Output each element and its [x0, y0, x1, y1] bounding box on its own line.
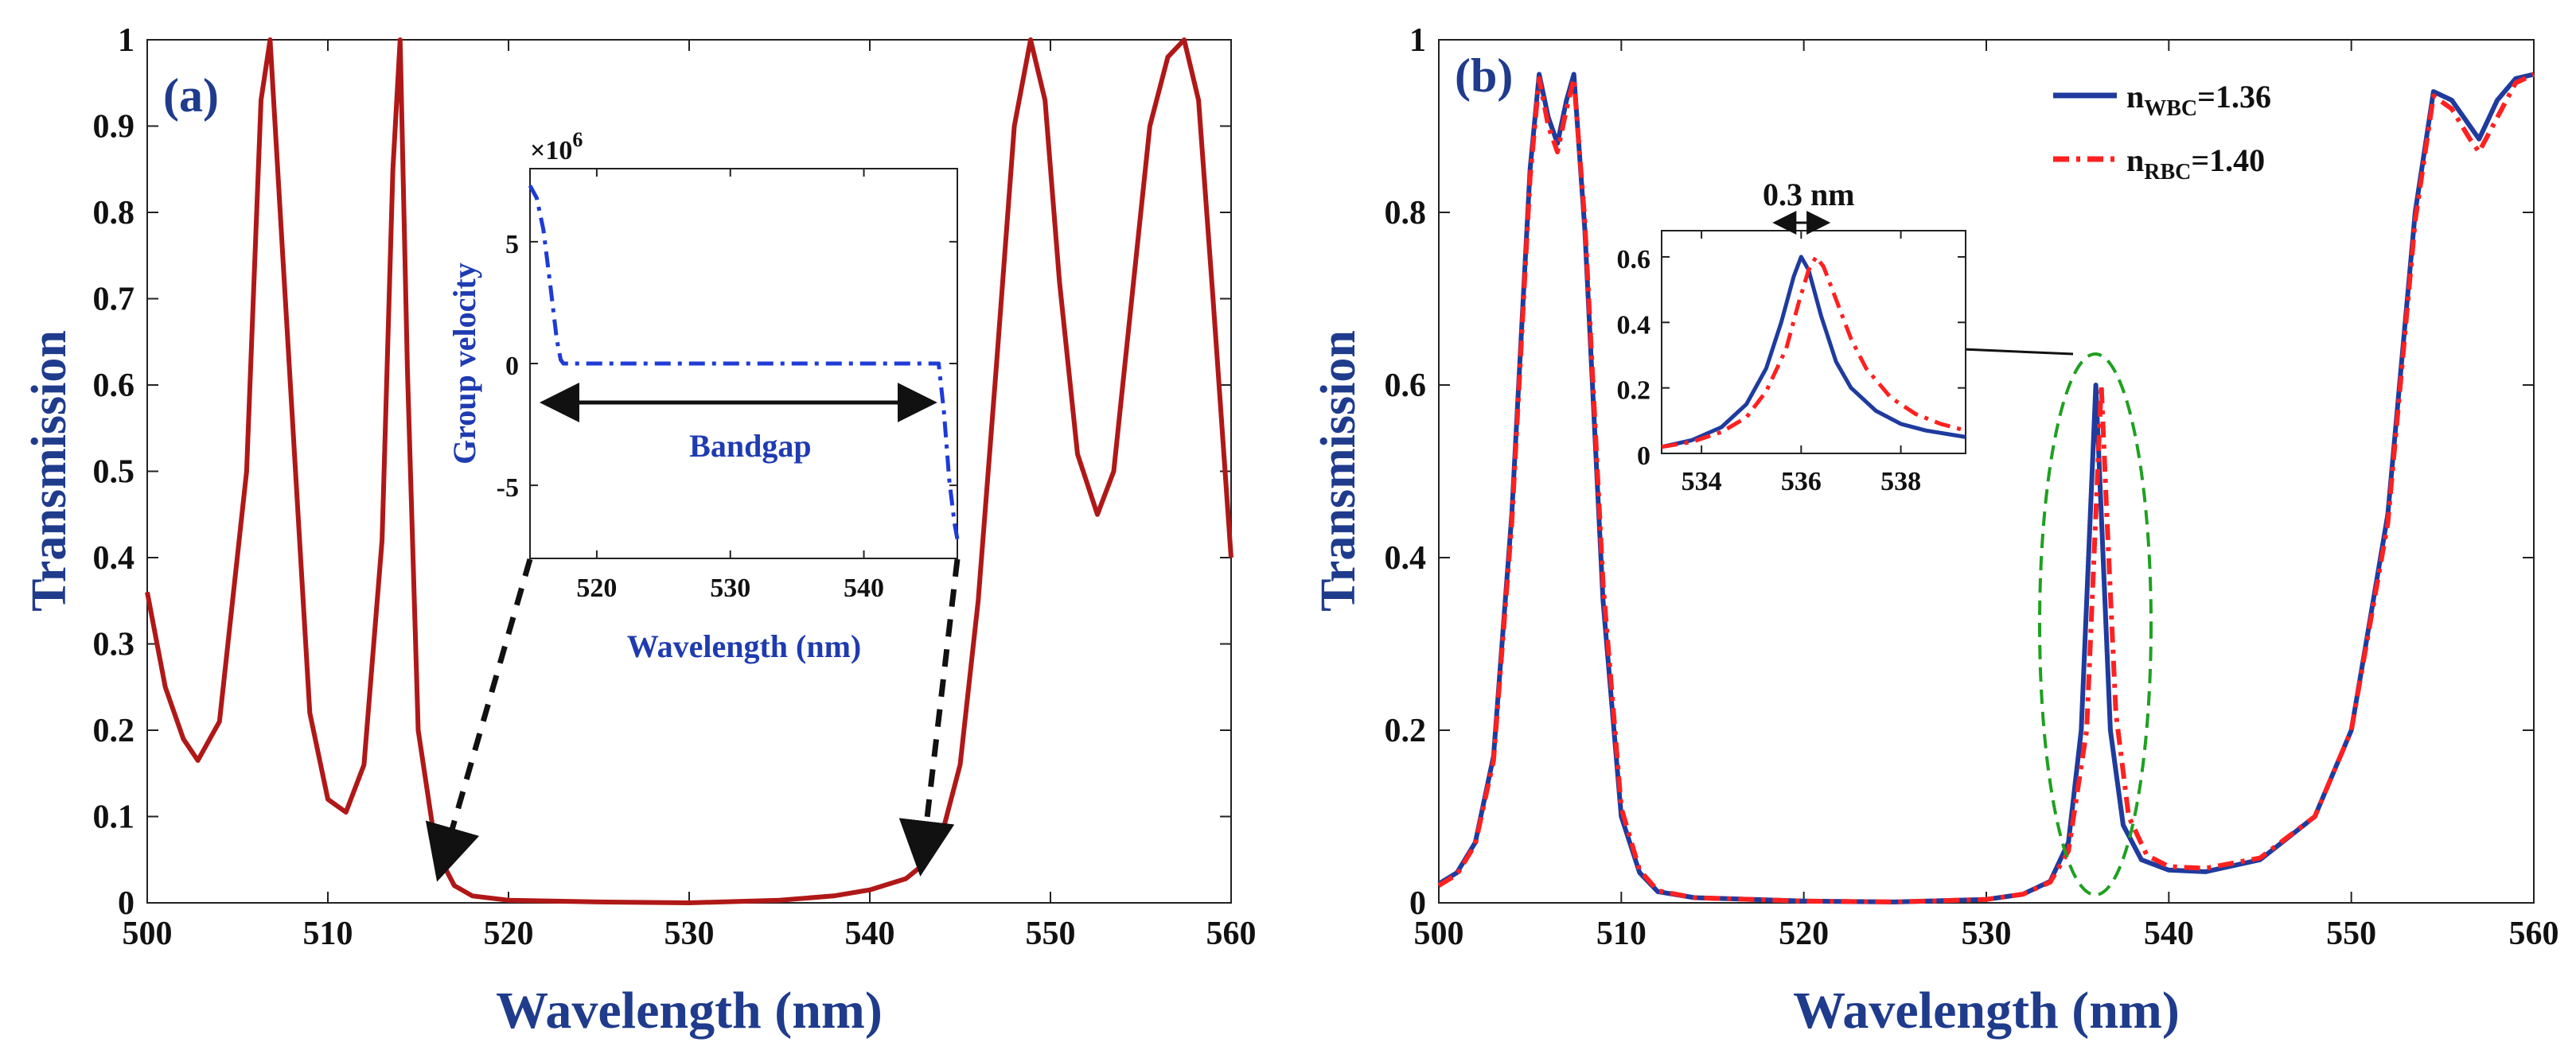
panel-a-inset-y-tick-label: -5 [497, 473, 519, 503]
panel-a-inset-y-tick-label: 5 [505, 230, 519, 259]
panel-b-inset-series-line [1661, 255, 1966, 449]
panel-a-y-tick-label: 0.8 [93, 195, 135, 231]
panel-a-y-tick-label: 0 [118, 885, 134, 922]
panel-a-inset-y-axis-label: Group velocity [446, 262, 482, 465]
panel-a-y-tick-label: 0.9 [93, 109, 135, 146]
panel-a-inset: 520 530 540 5 0 -5 ×106 Group velocity Wavele… [446, 128, 960, 664]
panel-b-x-tick-label: 540 [2144, 916, 2194, 952]
panel-b-label: (b) [1455, 49, 1513, 102]
panel-b-y-tick-label: 1 [1409, 22, 1426, 59]
panel-a-y-axis: 0 0.1 0.2 0.3 0.4 0.5 0.6 0.7 0.8 0.9 1 [93, 22, 1231, 922]
panel-a-y-tick-label: 0.2 [93, 713, 135, 749]
panel-b-inset-annotation: 0.3 nm [1763, 177, 1855, 212]
panel-b-inset-y-tick-label: 0.2 [1617, 376, 1651, 406]
panel-a-y-axis-label: Transmission [22, 330, 76, 612]
panel-b-x-axis: 500 510 520 530 540 550 560 [1414, 40, 2559, 952]
panel-a-pointer-arrow-right [898, 558, 961, 877]
panel-a-inset-x-tick-label: 530 [710, 574, 750, 603]
panel-a: 00.10.20.30.40.50.60.70.80.91 500 510 520 5… [22, 22, 1257, 1040]
panel-a-inset-exponent: ×106 [530, 128, 583, 165]
panel-a-series-group [145, 37, 1233, 905]
panel-a-y-tick-label: 0.7 [93, 282, 135, 318]
panel-b-x-tick-label: 510 [1596, 916, 1647, 952]
panel-b-x-tick-label: 500 [1414, 916, 1464, 952]
panel-a-y-tick-label: 1 [118, 22, 134, 59]
panel-b-inset-axes: 534 536 538 0 0.2 0.4 0.6 [1617, 231, 1966, 496]
panel-a-x-tick-label: 530 [664, 916, 715, 952]
panel-a-inset-axes: 520 530 540 5 0 -5 [497, 169, 957, 603]
panel-b: 0 0.2 0.4 0.6 0.8 1 500 510 520 530 540 550 560 (b)… [1311, 22, 2559, 1040]
panel-b-inset-x-tick-label: 536 [1781, 467, 1822, 496]
panel-a-y-tick-label: 0.1 [93, 799, 135, 836]
panel-a-x-tick-label: 540 [845, 916, 895, 952]
panel-b-inset-y-tick-label: 0.4 [1617, 310, 1651, 340]
panel-a-x-tick-label: 560 [1206, 916, 1257, 952]
panel-b-inset-series-group [1661, 255, 1966, 449]
panel-a-bandgap-label: Bandgap [689, 428, 811, 464]
panel-b-x-tick-label: 550 [2326, 916, 2376, 952]
panel-b-y-tick-label: 0.2 [1385, 713, 1427, 749]
panel-a-inset-series-group [528, 185, 960, 539]
panel-b-y-tick-label: 0.4 [1385, 540, 1427, 577]
panel-a-pointer-arrow-left [425, 558, 533, 882]
panel-a-y-tick-label: 0.4 [93, 540, 135, 577]
panel-b-y-axis: 0 0.2 0.4 0.6 0.8 1 [1385, 22, 2534, 922]
legend-label-rbc: nRBC=1.40 [2126, 142, 2265, 185]
panel-b-inset-y-tick-label: 0.6 [1617, 245, 1651, 274]
panel-a-inset-x-axis-label: Wavelength (nm) [627, 628, 861, 664]
panel-b-series-line [1437, 72, 2535, 904]
panel-b-y-tick-label: 0 [1409, 885, 1426, 922]
panel-a-x-tick-label: 510 [303, 916, 353, 952]
panel-b-y-axis-label: Transmission [1311, 330, 1366, 612]
panel-a-y-tick-label: 0.5 [93, 454, 135, 491]
panel-b-plot-area [1438, 39, 2535, 904]
panel-a-y-tick-label: 0.3 [93, 627, 135, 663]
panel-b-highlight-ellipse [2038, 352, 2153, 896]
panel-a-inset-x-tick-label: 520 [576, 574, 617, 603]
panel-a-x-tick-label: 500 [123, 916, 173, 952]
panel-b-x-tick-label: 560 [2509, 916, 2559, 952]
panel-a-x-tick-label: 520 [484, 916, 534, 952]
panel-a-x-axis-label: Wavelength (nm) [496, 982, 883, 1040]
panel-b-x-axis-label: Wavelength (nm) [1793, 982, 2180, 1040]
panel-b-inset-x-tick-label: 538 [1880, 467, 1921, 496]
panel-b-inset-series-line [1661, 255, 1966, 449]
panel-b-x-tick-label: 530 [1962, 916, 2012, 952]
panel-b-inset: 534 536 538 0 0.2 0.4 0.6 0.3 nm [1617, 177, 1966, 496]
panel-b-series-group [1437, 72, 2535, 904]
panel-a-x-tick-label: 550 [1026, 916, 1076, 952]
legend-label-wbc: nWBC=1.36 [2126, 79, 2271, 121]
panel-b-legend: nWBC=1.36 nRBC=1.40 [2053, 79, 2271, 185]
panel-a-series-line [145, 37, 1233, 905]
panel-b-x-tick-label: 520 [1779, 916, 1829, 952]
panel-b-y-tick-label: 0.8 [1385, 195, 1427, 231]
panel-a-inset-x-tick-label: 540 [844, 574, 884, 603]
panel-b-inset-x-tick-label: 534 [1682, 467, 1722, 496]
panel-a-y-tick-label: 0.6 [93, 368, 135, 404]
panel-a-x-axis: 500 510 520 530 540 550 560 [123, 40, 1257, 952]
panel-b-y-tick-label: 0.6 [1385, 368, 1427, 404]
panel-b-inset-y-tick-label: 0 [1637, 441, 1650, 471]
panel-b-inset-plot-area [1661, 230, 1966, 454]
panel-a-label: (a) [163, 69, 219, 122]
panel-a-inset-series-line [528, 185, 960, 539]
panel-a-inset-y-tick-label: 0 [505, 352, 519, 381]
